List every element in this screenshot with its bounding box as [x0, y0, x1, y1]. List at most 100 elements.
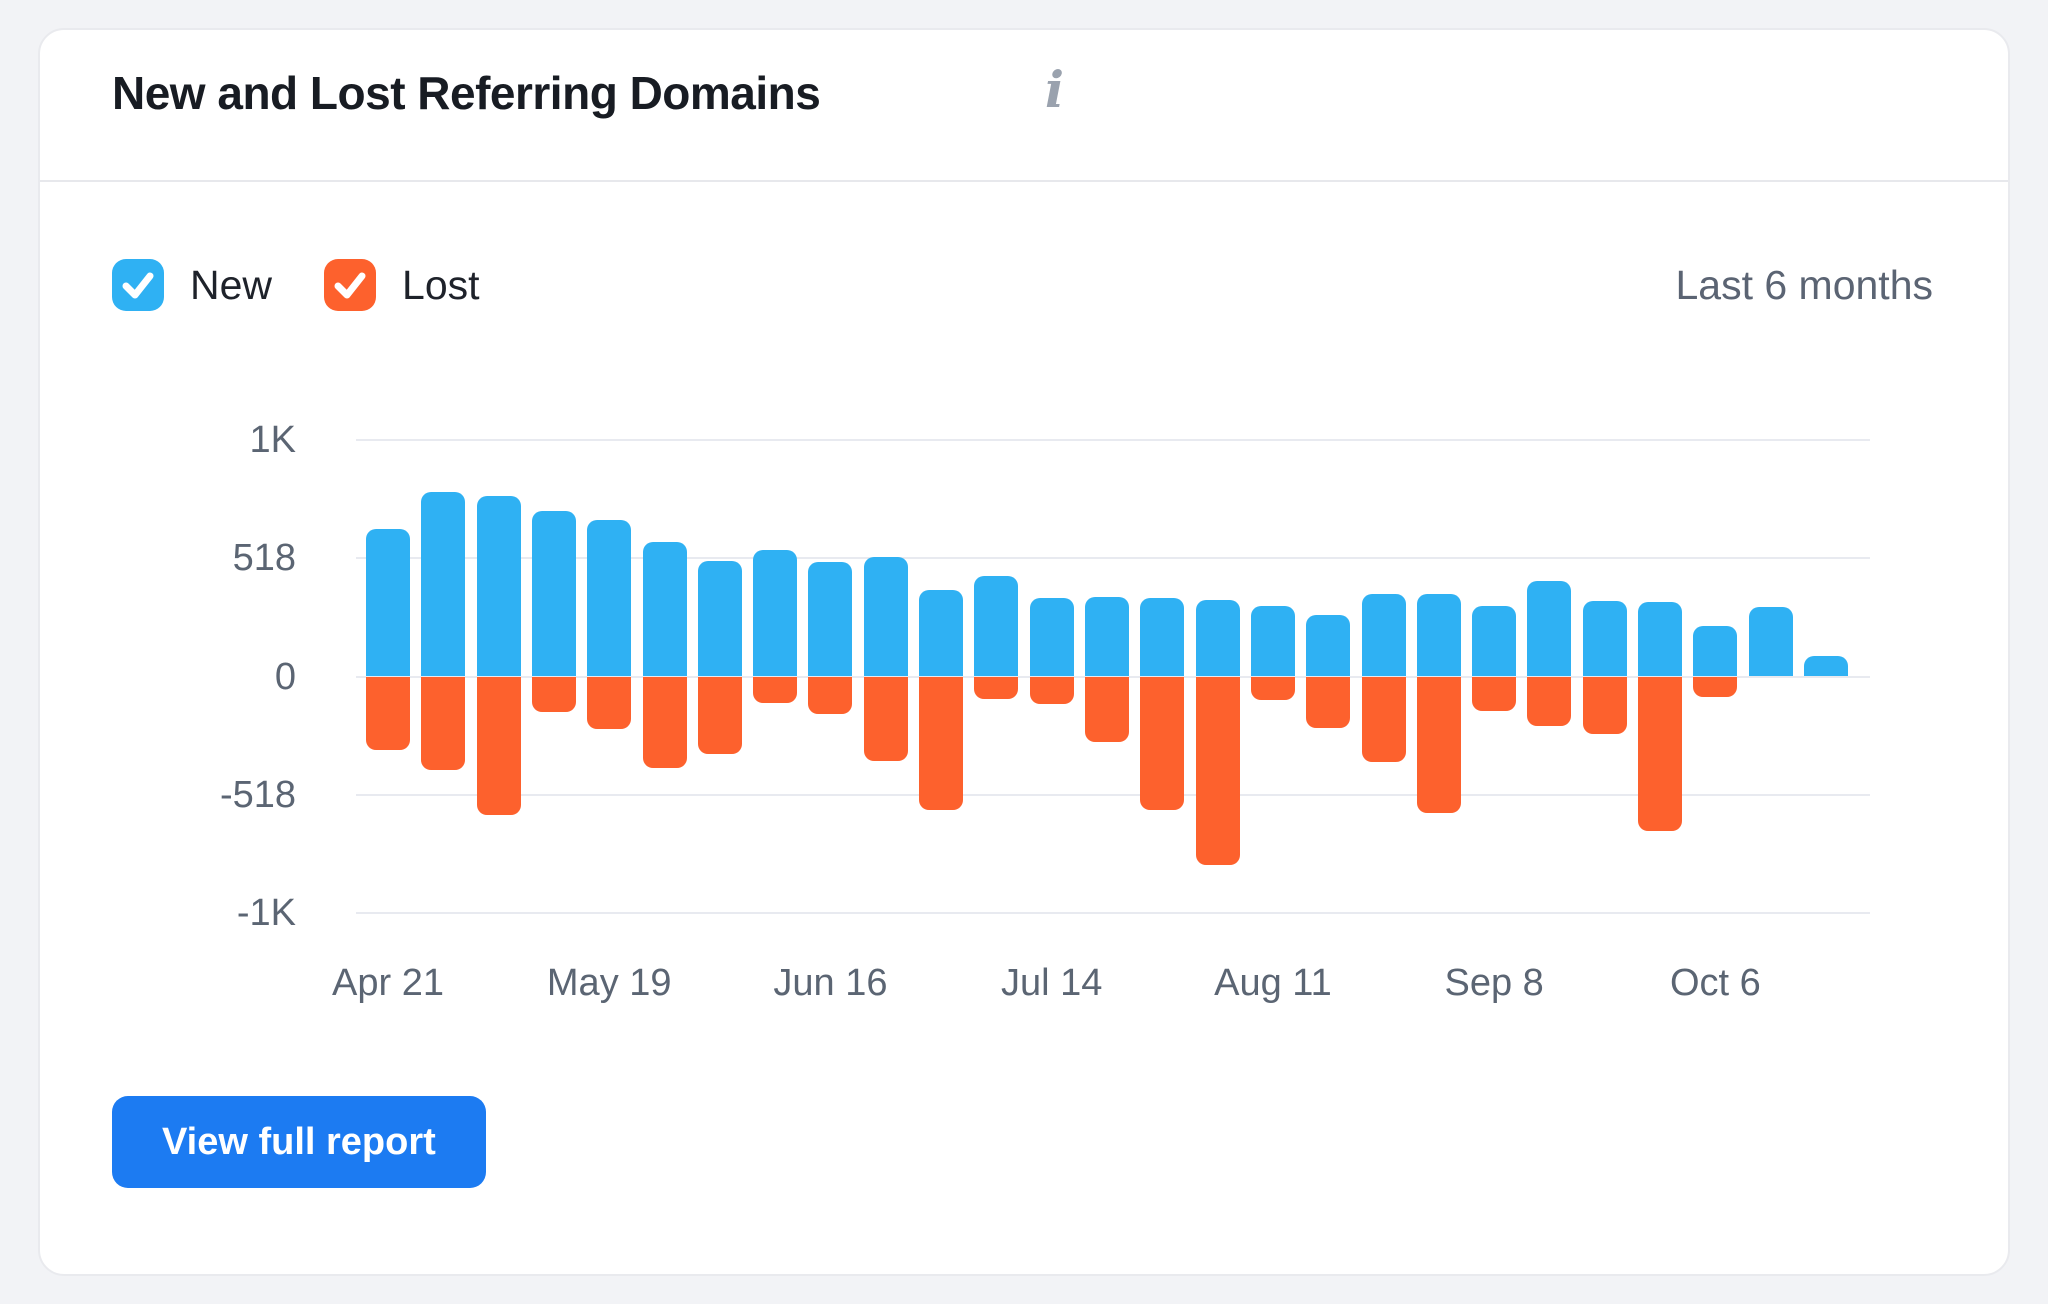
new-bar-segment[interactable]: [974, 576, 1019, 677]
bar-group[interactable]: [1029, 440, 1074, 913]
referring-domains-card: New and Lost Referring Domains i New: [38, 28, 2010, 1276]
lost-checkbox[interactable]: [324, 259, 377, 311]
new-bar-segment[interactable]: [697, 561, 742, 677]
bar-group[interactable]: [642, 440, 687, 913]
new-bar-segment[interactable]: [642, 541, 687, 677]
lost-bar-segment[interactable]: [808, 676, 853, 715]
bar-group[interactable]: [1804, 440, 1848, 913]
checkmark-icon: [334, 272, 366, 299]
bar-group[interactable]: [366, 440, 410, 913]
bar-group[interactable]: [1250, 440, 1295, 913]
new-bar-segment[interactable]: [753, 549, 798, 677]
view-full-report-button[interactable]: View full report: [112, 1096, 486, 1188]
new-bar-segment[interactable]: [863, 556, 908, 677]
new-bar-segment[interactable]: [1306, 614, 1351, 677]
bar-group[interactable]: [1140, 440, 1185, 913]
info-icon[interactable]: i: [1045, 60, 1064, 119]
lost-bar-segment[interactable]: [1638, 676, 1683, 831]
lost-bar-segment[interactable]: [1250, 676, 1295, 701]
new-bar-segment[interactable]: [1804, 655, 1848, 677]
bar-group[interactable]: [919, 440, 964, 913]
bar-group[interactable]: [1085, 440, 1129, 913]
new-bar-segment[interactable]: [531, 510, 576, 677]
lost-bar-segment[interactable]: [1029, 676, 1074, 704]
lost-bar-segment[interactable]: [1306, 676, 1351, 728]
lost-bar-segment[interactable]: [1140, 676, 1185, 811]
bar-group[interactable]: [531, 440, 576, 913]
bar-group[interactable]: [1748, 440, 1793, 913]
lost-bar-segment[interactable]: [697, 676, 742, 755]
y-tick-label: -1K: [236, 892, 296, 934]
lost-bar-segment[interactable]: [974, 676, 1019, 700]
lost-bar-segment[interactable]: [753, 676, 798, 703]
lost-bar-segment[interactable]: [1085, 676, 1129, 742]
bar-group[interactable]: [1306, 440, 1351, 913]
lost-bar-segment[interactable]: [1472, 676, 1517, 711]
lost-bar-segment[interactable]: [421, 676, 466, 771]
lost-bar-segment[interactable]: [1416, 676, 1461, 814]
new-bar-segment[interactable]: [1748, 606, 1793, 677]
new-bar-segment[interactable]: [366, 529, 410, 677]
new-bar-segment[interactable]: [808, 562, 853, 677]
checkmark-icon: [122, 272, 154, 299]
new-bar-segment[interactable]: [1140, 597, 1185, 677]
bar-group[interactable]: [974, 440, 1019, 913]
lost-bar-segment[interactable]: [531, 676, 576, 712]
bar-group[interactable]: [421, 440, 466, 913]
bar-group[interactable]: [1195, 440, 1240, 913]
lost-bar-segment[interactable]: [476, 676, 521, 815]
lost-bar-segment[interactable]: [1361, 676, 1406, 763]
new-bar-segment[interactable]: [1638, 602, 1683, 677]
lost-bar-segment[interactable]: [1527, 676, 1572, 726]
gridline: [356, 912, 1870, 914]
card-header: New and Lost Referring Domains i: [40, 30, 2008, 182]
header-divider: [40, 180, 2008, 182]
new-bar-segment[interactable]: [476, 496, 521, 677]
lost-bar-segment[interactable]: [1693, 676, 1738, 698]
new-bar-segment[interactable]: [1416, 594, 1461, 677]
bar-group[interactable]: [1416, 440, 1461, 913]
bar-group[interactable]: [1638, 440, 1683, 913]
x-tick-label: Jul 14: [1000, 962, 1103, 1004]
x-tick-label: Jun 16: [773, 962, 888, 1004]
lost-bar-segment[interactable]: [919, 676, 964, 811]
bar-group[interactable]: [863, 440, 908, 913]
card-title: New and Lost Referring Domains: [112, 67, 821, 119]
legend-item-new[interactable]: New: [112, 259, 272, 311]
new-bar-segment[interactable]: [1195, 600, 1240, 677]
date-range-label: Last 6 months: [1675, 262, 1933, 308]
new-lost-domains-chart: 1K 518 0 -518 -1K Apr 21 May 19 Jun 16 Jul 14 Aug…: [220, 419, 1870, 1004]
bar-group[interactable]: [476, 440, 521, 913]
bar-group[interactable]: [587, 440, 632, 913]
new-bar-segment[interactable]: [1361, 594, 1406, 677]
new-bar-segment[interactable]: [919, 589, 964, 677]
new-bar-segment[interactable]: [1527, 580, 1572, 677]
lost-bar-segment[interactable]: [587, 676, 632, 729]
bar-group[interactable]: [1361, 440, 1406, 913]
lost-bar-segment[interactable]: [642, 676, 687, 768]
new-bar-segment[interactable]: [1472, 605, 1517, 677]
bar-group[interactable]: [1527, 440, 1572, 913]
bar-group[interactable]: [808, 440, 853, 913]
new-bar-segment[interactable]: [421, 491, 466, 677]
bar-group[interactable]: [753, 440, 798, 913]
legend-item-lost[interactable]: Lost: [324, 259, 480, 311]
lost-bar-segment[interactable]: [863, 676, 908, 761]
new-checkbox[interactable]: [112, 259, 164, 311]
new-bar-segment[interactable]: [1693, 626, 1738, 677]
lost-bar-segment[interactable]: [1195, 676, 1240, 865]
new-bar-segment[interactable]: [1582, 601, 1627, 677]
lost-bar-segment[interactable]: [1582, 676, 1627, 734]
bar-group[interactable]: [1693, 440, 1738, 913]
new-bar-segment[interactable]: [1029, 597, 1074, 677]
gridline: [356, 793, 1870, 796]
new-bar-segment[interactable]: [587, 520, 632, 677]
lost-bar-segment[interactable]: [366, 676, 410, 750]
new-bar-segment[interactable]: [1085, 596, 1129, 677]
new-bar-segment[interactable]: [1250, 605, 1295, 677]
bar-group[interactable]: [1582, 440, 1627, 913]
legend: New Lost: [112, 258, 532, 312]
bar-group[interactable]: [697, 440, 742, 913]
bar-group[interactable]: [1472, 440, 1517, 913]
